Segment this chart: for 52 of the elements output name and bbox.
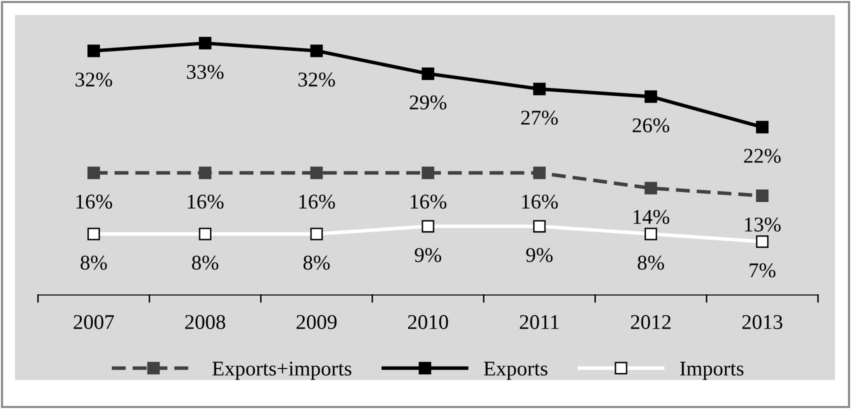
point — [198, 228, 212, 240]
point — [533, 166, 546, 180]
point — [310, 166, 323, 180]
data-label: 22% — [744, 148, 781, 163]
point — [310, 44, 323, 58]
point — [87, 44, 100, 58]
data-label: 14% — [634, 210, 670, 224]
point — [644, 228, 658, 240]
data-label: 32% — [76, 72, 112, 87]
data-label: 9% — [414, 248, 442, 262]
point — [422, 220, 434, 233]
data-label: 32% — [298, 72, 335, 87]
point — [533, 220, 546, 233]
point — [644, 182, 658, 194]
data-label: 27% — [521, 110, 558, 125]
data-label: 26% — [632, 118, 670, 132]
legend-label: Exports+imports — [212, 362, 352, 380]
x-tick-label: 2008 — [185, 315, 226, 330]
x-tick-label: 2010 — [408, 315, 448, 330]
data-label: 8% — [192, 256, 218, 270]
data-label: 7% — [750, 263, 776, 278]
data-label: 16% — [299, 194, 335, 209]
x-tick-label: 2011 — [520, 315, 559, 330]
x-tick-label: 2012 — [630, 315, 671, 330]
point — [756, 190, 769, 202]
x-tick-label: 2013 — [742, 315, 782, 330]
data-label: 8% — [303, 256, 330, 270]
legend-label: Exports — [484, 362, 548, 380]
point — [198, 36, 212, 50]
x-tick-label: 2009 — [296, 315, 337, 330]
data-label: 16% — [410, 194, 446, 209]
legend-label: Imports — [680, 362, 744, 380]
data-label: 16% — [76, 194, 112, 209]
point — [756, 120, 769, 134]
data-label: 8% — [638, 256, 664, 270]
data-label: 9% — [526, 248, 553, 262]
point — [87, 228, 100, 240]
point — [533, 82, 546, 96]
point — [87, 166, 100, 180]
point — [310, 228, 323, 240]
point — [756, 235, 769, 248]
data-label: 16% — [522, 194, 558, 209]
data-label: 13% — [745, 218, 781, 232]
x-tick-label: 2007 — [74, 315, 114, 330]
data-label: 29% — [410, 95, 446, 110]
data-label: 16% — [188, 194, 224, 209]
point — [198, 166, 212, 180]
point — [422, 67, 434, 80]
point — [422, 166, 434, 180]
point — [644, 90, 658, 103]
data-label: 33% — [187, 64, 224, 80]
data-label: 8% — [80, 256, 107, 270]
